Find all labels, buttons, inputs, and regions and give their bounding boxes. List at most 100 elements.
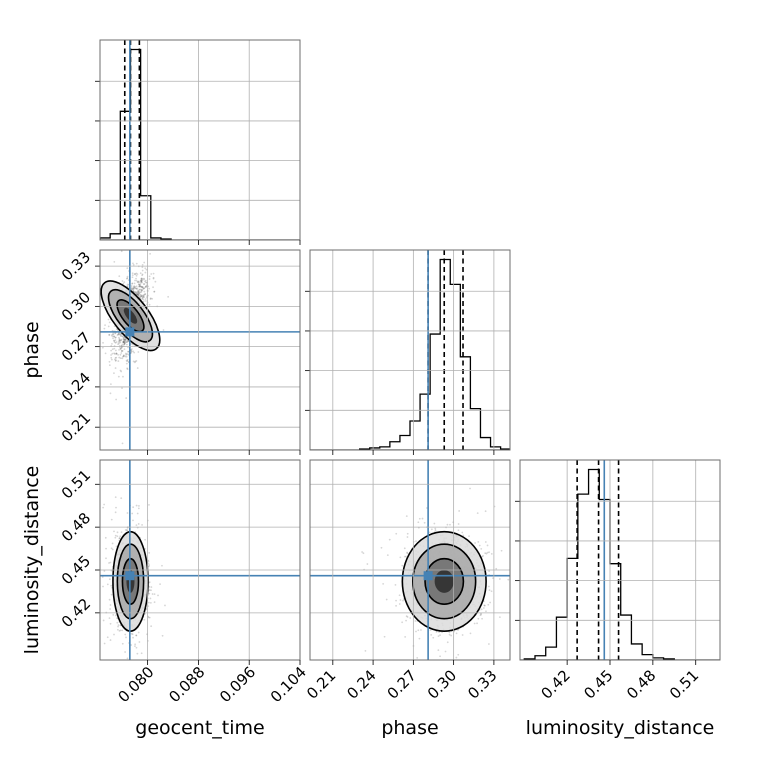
scatter-point [113,633,115,636]
scatter-point [120,349,123,352]
scatter-point [139,279,142,282]
scatter-point [114,353,116,355]
scatter-point [488,589,491,592]
scatter-point [132,262,134,265]
scatter-point [134,287,137,290]
scatter-point [126,285,129,288]
scatter-point [133,361,136,364]
scatter-point [134,291,137,293]
scatter-point [500,549,503,552]
scatter-point [484,510,487,513]
scatter-point [104,536,107,539]
scatter-point [138,288,141,291]
scatter-point [507,578,510,581]
scatter-point [534,610,536,612]
scatter-point [109,639,112,641]
panel-frame [519,459,721,661]
scatter-point [127,350,129,353]
scatter-point [110,356,113,359]
scatter-point [105,557,107,560]
scatter-point [122,282,125,285]
panel-luminosity_distance-vs-geocent_time: 0.420.450.480.510.080 0.088 0.096 0.104 [58,459,310,706]
scatter-point [490,552,493,555]
scatter-point [139,283,142,286]
scatter-point [119,629,122,632]
scatter-point [117,625,119,628]
scatter-point [116,535,119,538]
scatter-point [136,512,139,515]
scatter-point [147,616,150,619]
scatter-point [429,629,432,632]
scatter-point [113,347,116,350]
scatter-point [115,328,118,330]
scatter-point [475,666,477,668]
scatter-point [142,295,145,298]
scatter-point [480,608,483,611]
histogram-phase [359,258,510,450]
scatter-point [115,398,118,401]
scatter-point [398,603,401,605]
scatter-point [455,656,458,659]
scatter-point [147,560,150,563]
scatter-point [138,292,140,295]
scatter-point [448,633,451,636]
scatter-point [114,336,117,339]
scatter-point [126,529,129,532]
scatter-point [130,287,133,290]
scatter-point [153,290,156,293]
scatter-point [468,535,470,538]
scatter-point [112,614,115,616]
scatter-point [399,599,402,601]
scatter-point [114,496,117,499]
scatter-point [122,354,125,357]
scatter-point [133,282,136,285]
scatter-point [401,564,404,567]
scatter-point [476,622,478,625]
scatter-point [406,536,409,538]
scatter-point [136,293,139,296]
scatter-point [130,288,133,290]
truth-marker [125,571,135,581]
scatter-point [484,552,487,555]
scatter-point [134,291,137,294]
scatter-point [167,295,170,298]
scatter-point [106,636,109,639]
scatter-point [141,273,144,276]
scatter-point [117,624,120,626]
scatter-point [110,349,113,352]
scatter-point [152,277,155,280]
scatter-point [144,281,147,284]
y-axis-title-luminosity_distance: luminosity_distance [21,466,43,655]
scatter-point [490,590,493,593]
scatter-point [120,338,123,341]
scatter-point [101,576,104,578]
contour-0 [401,530,487,632]
scatter-point [121,341,124,343]
scatter-point [123,348,126,350]
scatter-point [117,333,120,336]
panel-luminosity_distance-vs-phase: 0.21 0.24 0.27 0.30 0.33 [303,459,536,703]
scatter-point [122,341,125,344]
scatter-point [126,358,129,361]
scatter-point [136,281,139,283]
scatter-point [125,341,128,343]
scatter-point [117,353,120,356]
scatter-point [118,336,120,339]
scatter-point [126,275,129,278]
scatter-point [140,288,143,291]
scatter-point [147,565,150,568]
scatter-point [121,357,124,360]
scatter-point [141,263,144,266]
scatter-point [115,506,117,509]
scatter-point [406,551,408,554]
panel-geocent_time-vs-geocent_time [95,39,301,245]
scatter-point [123,340,126,343]
x-tick-label: 0.24 [343,666,379,702]
scatter-point [138,284,141,286]
scatter-point [136,652,139,655]
scatter-point [164,604,166,607]
scatter-point [104,352,107,355]
scatter-point [122,354,125,357]
scatter-point [121,442,124,445]
scatter-point [140,278,142,280]
